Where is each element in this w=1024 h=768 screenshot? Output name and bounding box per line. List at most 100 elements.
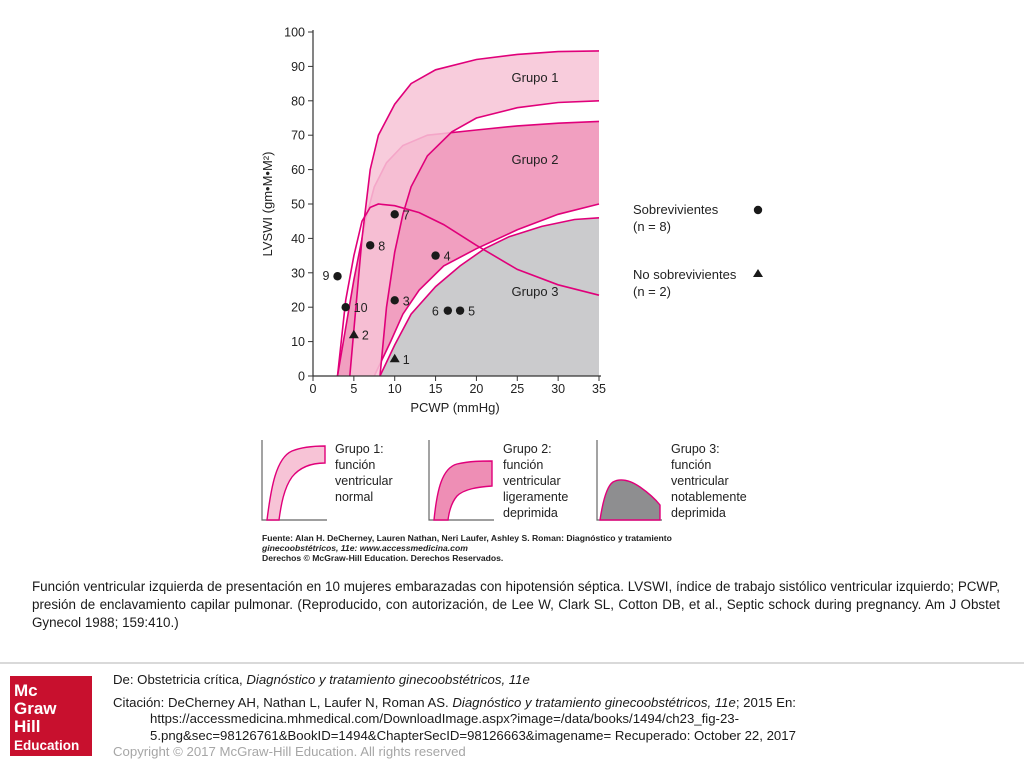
citation-prefix: Citación: DeCherney AH, Nathan L, Laufer…	[113, 694, 453, 710]
data-point-label-4: 4	[444, 250, 451, 264]
mini-panel-grupo-2-line-2: función	[503, 458, 543, 472]
logo-line-4: Education	[14, 738, 80, 753]
mini-panel-grupo-1: Grupo 1: función ventricular normal	[261, 440, 393, 521]
figure-source-note: Fuente: Alan H. DeCherney, Lauren Nathan…	[261, 533, 672, 563]
region-label-grupo-2: Grupo 2	[512, 152, 559, 167]
citation-suffix: ; 2015 En:	[735, 694, 796, 710]
mini-panel-grupo-2-line-1: Grupo 2:	[503, 442, 552, 456]
mini-panel-grupo-2: Grupo 2: función ventricular ligeramente…	[428, 440, 568, 521]
source-line-2: ginecoobstétricos, 11e: www.accessmedici…	[261, 543, 468, 553]
legend-survivors-count: (n = 8)	[633, 219, 671, 234]
data-point-label-6: 6	[432, 305, 439, 319]
mini-panel-grupo-3-band	[599, 479, 661, 521]
y-tick-label: 40	[291, 232, 305, 246]
y-tick-label: 50	[291, 198, 305, 212]
data-point-label-7: 7	[403, 208, 410, 222]
x-tick-label: 30	[551, 382, 565, 396]
mini-panel-grupo-2-line-5: deprimida	[503, 506, 558, 520]
mini-panel-grupo-1-line-3: ventricular	[335, 474, 393, 488]
mini-panel-grupo-2-box	[428, 440, 494, 521]
data-point-label-3: 3	[403, 294, 410, 308]
legend-survivors-marker	[753, 205, 763, 215]
data-point-survivor-5	[455, 306, 465, 315]
citation-url-line-2[interactable]: 5.png&sec=98126761&BookID=1494&ChapterSe…	[150, 727, 796, 743]
region-grupo-1-upper-edge	[349, 50, 600, 377]
mini-panel-grupo-2-line-4: ligeramente	[503, 490, 568, 504]
citation-url-line-1[interactable]: https://accessmedicina.mhmedical.com/Dow…	[150, 711, 740, 726]
region-grupo-3	[380, 217, 599, 376]
grupo-boundary-curve	[336, 203, 600, 377]
mini-panel-grupo-3-line-1: Grupo 3:	[671, 442, 720, 456]
x-tick-label: 35	[592, 382, 606, 396]
x-axis-label: PCWP (mmHg)	[410, 400, 499, 415]
data-point-survivor-7	[390, 210, 399, 219]
legend-nonsurvivors-marker	[753, 269, 763, 277]
source-line-3: Derechos © McGraw-Hill Education. Derech…	[262, 553, 503, 563]
logo-line-1: Mc	[14, 681, 38, 700]
mini-panel-grupo-1-band	[266, 445, 326, 521]
mini-panel-grupo-2-line-3: ventricular	[503, 474, 561, 488]
y-tick-label: 90	[291, 60, 305, 74]
mcgraw-hill-education-logo: Mc Graw Hill Education	[10, 676, 92, 756]
mini-panel-grupo-3-line-5: deprimida	[671, 506, 726, 520]
figure-caption: Función ventricular izquierda de present…	[32, 579, 1000, 630]
data-point-survivor-9	[333, 272, 342, 281]
data-point-survivor-3	[390, 296, 399, 305]
mini-panels: Grupo 1: función ventricular normal Grup…	[261, 440, 747, 521]
data-point-survivor-4	[431, 251, 440, 260]
legend-survivors-label: Sobrevivientes	[633, 202, 719, 217]
y-tick-label: 30	[291, 266, 305, 280]
x-tick-label: 25	[510, 382, 524, 396]
y-tick-label: 20	[291, 301, 305, 315]
region-grupo-2-lower-edge	[373, 203, 600, 377]
y-tick-label: 80	[291, 94, 305, 108]
region-grupo-1-lower-edge	[379, 100, 600, 377]
x-tick-label: 5	[350, 382, 357, 396]
logo-line-2: Graw	[14, 699, 57, 718]
legend-nonsurvivors-count: (n = 2)	[633, 284, 671, 299]
footer-divider	[0, 662, 1024, 664]
y-axis-label: LVSWI (gm•M•M²)	[260, 152, 275, 257]
source-book-prefix: De: Obstetricia crítica,	[113, 672, 247, 687]
y-tick-label: 0	[298, 370, 305, 384]
x-tick-label: 20	[469, 382, 483, 396]
x-tick-label: 15	[429, 382, 443, 396]
chart-legend: Sobrevivientes (n = 8) No sobrevivientes…	[633, 202, 763, 299]
mini-panel-grupo-1-box	[261, 440, 327, 521]
data-point-survivor-10	[341, 303, 350, 312]
data-point-label-5: 5	[468, 305, 475, 319]
region-grupo-3-upper-edge	[379, 217, 600, 377]
data-point-survivor-8	[366, 241, 375, 250]
mini-panel-grupo-1-line-2: función	[335, 458, 375, 472]
data-point-label-8: 8	[378, 239, 385, 253]
region-label-grupo-3: Grupo 3	[512, 284, 559, 299]
mini-panel-grupo-2-band	[433, 460, 493, 521]
y-tick-label: 10	[291, 335, 305, 349]
citation-line: Citación: DeCherney AH, Nathan L, Laufer…	[113, 695, 796, 712]
y-tick-label: 100	[284, 26, 305, 40]
logo-line-3: Hill	[14, 717, 41, 736]
data-point-nonsurvivor-1	[389, 353, 400, 363]
region-label-grupo-1: Grupo 1	[512, 70, 559, 85]
region-grupo-1	[349, 50, 599, 377]
source-line-1: Fuente: Alan H. DeCherney, Lauren Nathan…	[262, 533, 672, 543]
y-tick-label: 70	[291, 129, 305, 143]
data-point-nonsurvivor-2	[348, 329, 359, 339]
data-point-label-2: 2	[362, 329, 369, 343]
mini-panel-grupo-1-line-1: Grupo 1:	[335, 442, 384, 456]
x-tick-label: 10	[388, 382, 402, 396]
x-tick-label: 0	[310, 382, 317, 396]
mini-panel-grupo-3-line-3: ventricular	[671, 474, 729, 488]
data-point-label-10: 10	[354, 301, 368, 315]
data-point-label-9: 9	[323, 269, 330, 283]
y-tick-label: 60	[291, 163, 305, 177]
source-book-line: De: Obstetricia crítica, Diagnóstico y t…	[113, 672, 796, 689]
mini-panel-grupo-3-line-2: función	[671, 458, 711, 472]
legend-nonsurvivors-label: No sobrevivientes	[633, 267, 737, 282]
mini-panel-grupo-3-line-4: notablemente	[671, 490, 747, 504]
citation-book-title: Diagnóstico y tratamiento ginecoobstétri…	[452, 694, 736, 710]
source-book-title: Diagnóstico y tratamiento ginecoobstétri…	[246, 672, 530, 687]
mini-panel-grupo-1-line-4: normal	[335, 490, 373, 504]
data-point-survivor-6	[443, 306, 453, 315]
